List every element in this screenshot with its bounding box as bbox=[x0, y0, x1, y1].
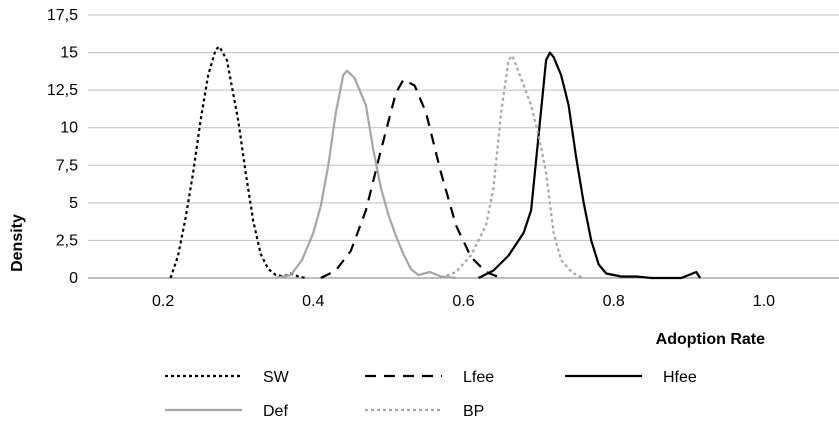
x-tick-label: 0.2 bbox=[152, 293, 174, 310]
series-line-sw bbox=[169, 45, 307, 280]
y-tick-label: 5 bbox=[69, 195, 78, 212]
x-tick-label: 1.0 bbox=[753, 293, 775, 310]
y-tick-labels: 0 2,5 5 7,5 10 12,5 15 17,5 bbox=[47, 7, 78, 287]
y-tick-label: 15 bbox=[60, 45, 78, 62]
gridlines bbox=[88, 14, 839, 279]
legend-label-hfee: Hfee bbox=[663, 369, 697, 386]
y-axis-title: Density bbox=[9, 214, 26, 272]
series-line-def bbox=[275, 69, 457, 280]
legend-label-lfee: Lfee bbox=[463, 369, 494, 386]
y-tick-label: 2,5 bbox=[56, 232, 78, 249]
series-lines bbox=[169, 45, 702, 280]
y-tick-label: 17,5 bbox=[47, 7, 78, 24]
x-tick-label: 0.4 bbox=[302, 293, 324, 310]
x-tick-label: 0.8 bbox=[603, 293, 625, 310]
series-line-bp bbox=[440, 54, 585, 280]
series-line-lfee bbox=[320, 78, 502, 280]
x-axis-title: Adoption Rate bbox=[656, 331, 765, 348]
x-tick-label: 0.6 bbox=[452, 293, 474, 310]
y-tick-label: 12,5 bbox=[47, 82, 78, 99]
legend-label-def: Def bbox=[263, 403, 288, 420]
series-line-hfee bbox=[478, 51, 702, 280]
y-tick-label: 10 bbox=[60, 120, 78, 137]
y-tick-label: 0 bbox=[69, 270, 78, 287]
y-tick-label: 7,5 bbox=[56, 157, 78, 174]
legend: SW Lfee Hfee Def BP bbox=[165, 369, 697, 420]
legend-label-sw: SW bbox=[263, 369, 290, 386]
legend-label-bp: BP bbox=[463, 403, 484, 420]
x-tick-labels: 0.2 0.4 0.6 0.8 1.0 bbox=[152, 293, 775, 310]
